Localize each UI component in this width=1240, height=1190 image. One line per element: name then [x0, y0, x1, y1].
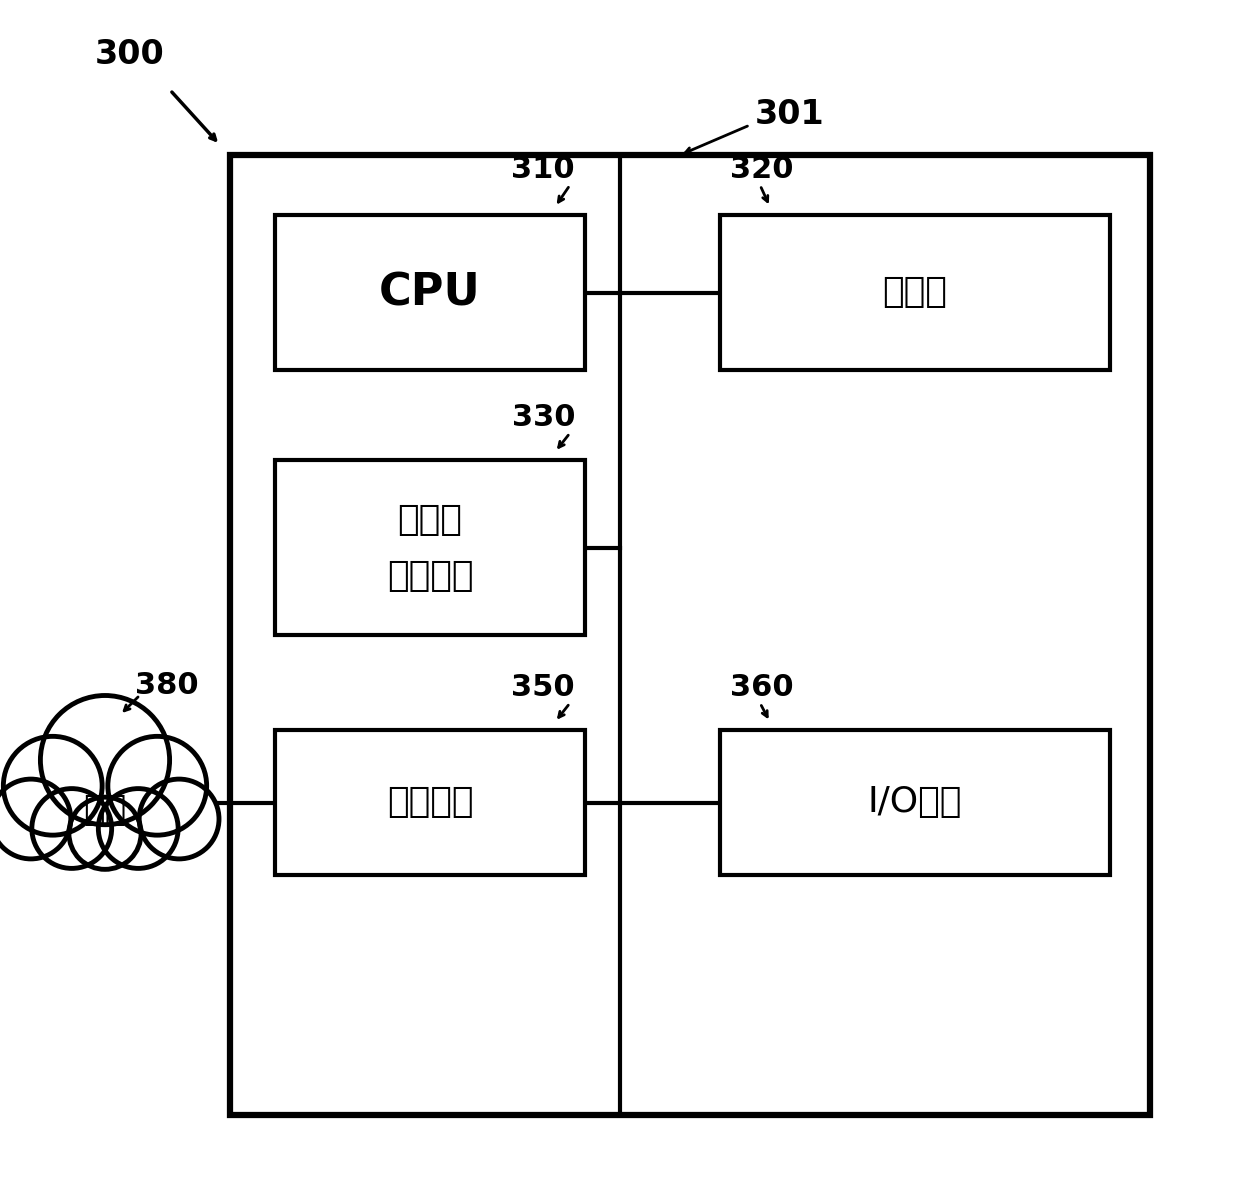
Text: 310: 310: [511, 156, 575, 184]
Bar: [229, 155, 1149, 1115]
Text: 350: 350: [511, 674, 575, 702]
Text: I/O接口: I/O接口: [868, 785, 962, 820]
Bar: [275, 215, 585, 370]
Circle shape: [0, 779, 71, 859]
Bar: [275, 729, 585, 875]
Text: CPU: CPU: [379, 271, 481, 314]
Text: 360: 360: [730, 674, 794, 702]
Text: 301: 301: [755, 99, 825, 132]
Text: 300: 300: [95, 38, 165, 71]
Bar: [720, 215, 1110, 370]
Text: 存储器: 存储器: [883, 276, 947, 309]
Circle shape: [32, 789, 112, 869]
Circle shape: [4, 737, 102, 835]
Text: 网络接口: 网络接口: [387, 785, 474, 820]
Circle shape: [69, 797, 141, 870]
Circle shape: [108, 737, 207, 835]
Circle shape: [139, 779, 219, 859]
Text: 380: 380: [135, 670, 198, 700]
Text: 320: 320: [730, 156, 794, 184]
Text: 存储设备: 存储设备: [387, 558, 474, 593]
Bar: [720, 729, 1110, 875]
Text: 大容量: 大容量: [398, 502, 463, 537]
Circle shape: [98, 789, 179, 869]
Text: 网络: 网络: [83, 793, 126, 827]
Circle shape: [41, 695, 170, 825]
Text: 330: 330: [511, 403, 575, 432]
Bar: [275, 461, 585, 635]
